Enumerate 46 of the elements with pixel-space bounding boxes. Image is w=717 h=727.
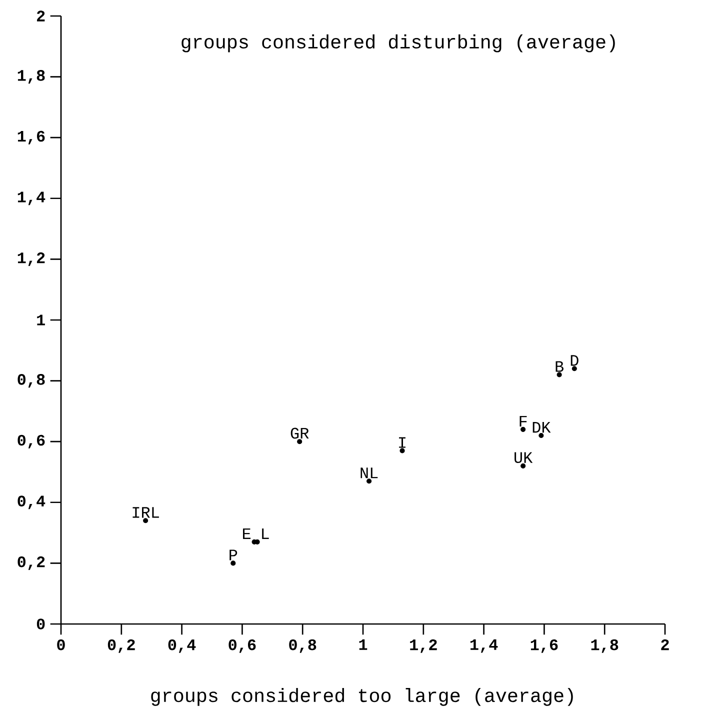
x-tick-label: 0,8 — [289, 639, 316, 653]
y-tick-label: 0,2 — [18, 556, 45, 570]
annotation: NL — [360, 468, 378, 478]
annotation: L — [262, 528, 269, 539]
y-tick-label: 1,2 — [18, 252, 45, 266]
y-axis-title: groups considered disturbing (average) — [182, 34, 615, 52]
x-tick-label: 2 — [661, 639, 669, 650]
point — [538, 432, 544, 438]
x-tick-label: 1 — [359, 639, 368, 650]
y-tick-label: 2 — [36, 10, 45, 22]
point — [366, 478, 372, 484]
y-tick-label: 1,6 — [18, 130, 45, 144]
x-tick-label: 1,4 — [470, 639, 498, 653]
y-tick-label: 0,6 — [18, 434, 45, 448]
y-tick-label: 0 — [36, 618, 45, 630]
point — [572, 366, 577, 372]
annotation: DK — [532, 422, 551, 433]
x-tick-label: 1,2 — [410, 639, 437, 653]
point — [400, 448, 405, 454]
x-tick-label: 1,6 — [530, 639, 558, 653]
annotation: D — [570, 355, 578, 366]
annotation: P — [230, 550, 238, 560]
y-tick-label: 1,4 — [18, 192, 46, 206]
x-tick-label: 0,6 — [228, 639, 256, 653]
x-tick-label: 0 — [57, 639, 65, 650]
x-tick-label: 1,8 — [591, 639, 618, 653]
annotation: GR — [290, 428, 309, 439]
annotation: UK — [514, 452, 533, 463]
annotation: I — [399, 437, 406, 448]
annotation: E — [243, 528, 251, 539]
x-tick-label: 0,4 — [168, 639, 196, 653]
point — [520, 426, 526, 432]
y-tick-label: 0,4 — [18, 496, 46, 510]
annotation: B — [556, 361, 564, 372]
point — [230, 560, 236, 566]
x-axis-title: groups considered too large (average) — [151, 688, 573, 706]
annotation: IRL — [132, 507, 159, 518]
annotation: F — [520, 416, 527, 427]
y-tick-label: 0,8 — [18, 374, 45, 388]
y-tick-label: 1 — [37, 314, 45, 326]
point — [297, 439, 302, 444]
point — [556, 372, 562, 378]
y-tick-label: 1,8 — [18, 70, 45, 84]
point — [143, 518, 148, 524]
x-tick-label: 0,2 — [108, 639, 135, 653]
point — [520, 463, 526, 468]
